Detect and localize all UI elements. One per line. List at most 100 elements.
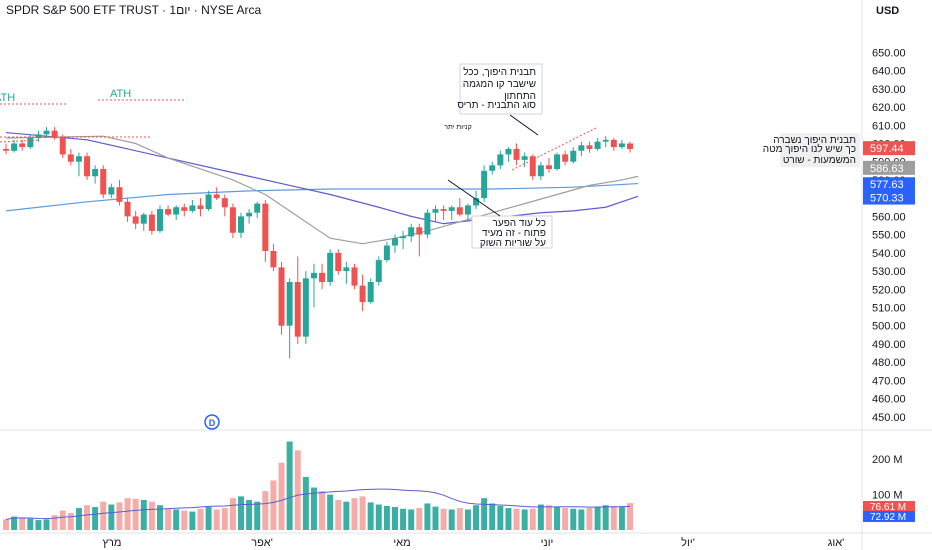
right-note-box[interactable]: תבנית היפוך נשברה כך שיש לנו היפוך מטה ה… bbox=[763, 133, 860, 167]
volume-bar-46 bbox=[375, 504, 382, 530]
price-tick-16: 490.00 bbox=[872, 339, 906, 351]
price-label-bg-1 bbox=[863, 160, 915, 175]
candle-body-65 bbox=[529, 156, 536, 177]
candle-body-36 bbox=[294, 281, 301, 337]
volume-bar-34 bbox=[278, 462, 285, 530]
dividend-marker[interactable]: D bbox=[204, 414, 220, 430]
candle-body-0 bbox=[3, 148, 9, 151]
gap-note-pointer bbox=[447, 179, 501, 217]
volume-bar-67 bbox=[545, 505, 552, 530]
volume-bar-75 bbox=[610, 505, 617, 530]
candle-body-54 bbox=[440, 209, 447, 211]
volume-bar-43 bbox=[351, 498, 358, 530]
candle-body-1 bbox=[11, 143, 18, 151]
price-tick-9: 560.00 bbox=[872, 211, 906, 223]
volume-bar-30 bbox=[246, 499, 253, 530]
candle-body-60 bbox=[489, 165, 496, 171]
chart-title: SPDR S&P 500 ETF TRUST · 1יום · NYSE Arc… bbox=[6, 3, 261, 17]
volume-bar-18 bbox=[148, 501, 155, 530]
candle-body-61 bbox=[497, 154, 504, 166]
price-tick-1: 640.00 bbox=[872, 66, 906, 78]
moving-averages bbox=[5, 131, 639, 245]
gap-note-line3: על שוריות השוק bbox=[480, 237, 546, 249]
volume-bar-72 bbox=[586, 508, 593, 530]
price-label-bg-0 bbox=[863, 141, 915, 156]
candle-body-35 bbox=[286, 281, 293, 326]
volume-bar-38 bbox=[310, 487, 317, 530]
candle-body-50 bbox=[408, 227, 415, 237]
top-note-line1: תבנית היפוך, ככל bbox=[463, 66, 536, 78]
currency-label[interactable]: USD bbox=[876, 5, 899, 17]
volume-bar-59 bbox=[481, 498, 488, 530]
candle-body-70 bbox=[570, 150, 577, 162]
volume-bar-19 bbox=[156, 505, 163, 530]
candle-body-3 bbox=[27, 138, 34, 148]
volume-bar-25 bbox=[205, 507, 212, 530]
candle-body-38 bbox=[310, 272, 317, 279]
price-tick-18: 470.00 bbox=[872, 375, 906, 387]
candle-body-57 bbox=[464, 205, 471, 215]
top-note-box[interactable]: תבנית היפוך, ככל שישבר קו המגמה התחתון ס… bbox=[457, 63, 543, 115]
time-tick-5: אוג' bbox=[828, 537, 845, 549]
dividend-marker-label: D bbox=[209, 418, 216, 428]
volume-bar-44 bbox=[359, 496, 366, 530]
candle-body-9 bbox=[75, 156, 82, 162]
candle-body-52 bbox=[424, 212, 431, 235]
price-label-bg-2 bbox=[863, 177, 915, 192]
volume-bar-63 bbox=[513, 508, 520, 530]
price-tick-14: 510.00 bbox=[872, 302, 906, 314]
volume-bar-16 bbox=[132, 498, 139, 530]
volume-bar-69 bbox=[562, 508, 569, 530]
time-tick-2: מאי bbox=[393, 537, 410, 549]
price-label-bg-3 bbox=[863, 190, 915, 205]
volume-bars: 200 M 100 M bbox=[3, 441, 903, 530]
candle-body-48 bbox=[391, 238, 398, 246]
volume-bar-20 bbox=[165, 508, 172, 530]
candle-body-41 bbox=[335, 252, 342, 272]
gap-note-box[interactable]: כל עוד הפער פתוח - זה מעיד על שוריות השו… bbox=[471, 215, 553, 249]
candle-body-22 bbox=[181, 207, 188, 211]
top-note-line3: התחתון bbox=[504, 91, 536, 102]
volume-bar-7 bbox=[59, 510, 66, 530]
volume-bar-61 bbox=[497, 505, 504, 530]
volume-bar-57 bbox=[464, 509, 471, 530]
price-tick-0: 650.00 bbox=[872, 47, 906, 59]
price-tick-20: 450.00 bbox=[872, 412, 906, 424]
candle-body-44 bbox=[359, 285, 366, 303]
candle-body-49 bbox=[400, 236, 407, 239]
candle-body-77 bbox=[627, 143, 633, 149]
top-note-pointer bbox=[509, 114, 539, 136]
volume-bar-10 bbox=[84, 505, 91, 530]
price-axis[interactable]: 650.00640.00630.00620.00610.00600.00590.… bbox=[872, 47, 906, 423]
volume-bar-37 bbox=[302, 476, 309, 530]
volume-bar-70 bbox=[570, 508, 577, 530]
volume-bar-56 bbox=[456, 508, 463, 530]
pattern-type-label: סוג התבנית - תריס bbox=[457, 100, 536, 111]
candle-body-11 bbox=[92, 168, 99, 177]
candle-body-47 bbox=[383, 245, 390, 261]
candle-body-18 bbox=[148, 214, 155, 231]
price-label-1: 586.63 bbox=[870, 163, 904, 175]
volume-label-bg-1 bbox=[863, 511, 915, 522]
volume-bar-48 bbox=[391, 507, 398, 530]
candle-body-73 bbox=[594, 141, 601, 149]
candle-body-20 bbox=[165, 209, 172, 215]
right-note-line2: כך שיש לנו היפוך מטה bbox=[763, 143, 856, 155]
volume-bar-35 bbox=[286, 441, 293, 530]
candle-body-39 bbox=[319, 272, 326, 282]
right-note-line3: המשמעות - שורט bbox=[783, 155, 856, 166]
candle-body-34 bbox=[278, 267, 285, 326]
volume-bar-6 bbox=[51, 515, 58, 530]
volume-label-1: 72.92 M bbox=[870, 512, 906, 523]
volume-bar-31 bbox=[254, 501, 261, 530]
candle-body-63 bbox=[513, 148, 520, 160]
price-tick-3: 620.00 bbox=[872, 102, 906, 114]
volume-bar-22 bbox=[181, 510, 188, 530]
time-axis[interactable]: מרץ אפר' מאי יוני יול' אוג' bbox=[103, 536, 845, 549]
candle-body-19 bbox=[156, 209, 163, 231]
candle-body-29 bbox=[238, 216, 245, 233]
candle-body-59 bbox=[481, 170, 488, 199]
candle-body-17 bbox=[140, 214, 147, 224]
volume-bar-9 bbox=[75, 508, 82, 530]
candle-body-68 bbox=[554, 154, 561, 169]
